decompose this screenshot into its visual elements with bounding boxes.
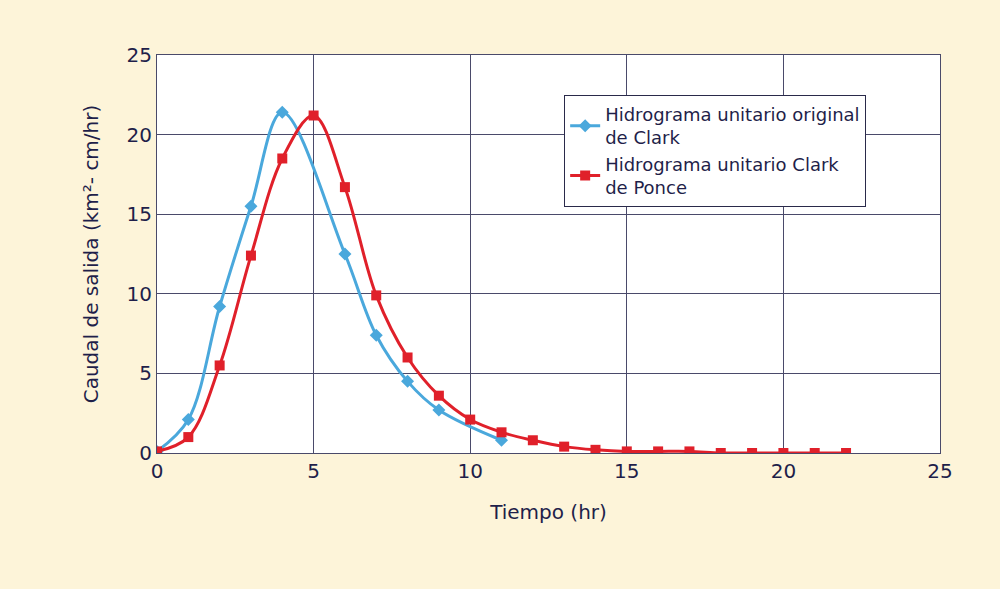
svg-text:Caudal de salida (km²- cm/hr): Caudal de salida (km²- cm/hr)	[79, 105, 103, 404]
svg-text:Hidrograma unitario Clarkde Po: Hidrograma unitario Clarkde Ponce	[605, 154, 839, 198]
svg-text:0: 0	[139, 441, 152, 465]
svg-text:5: 5	[139, 361, 152, 385]
svg-text:Tiempo (hr): Tiempo (hr)	[489, 500, 607, 524]
svg-text:15: 15	[614, 459, 639, 483]
svg-text:Hidrograma unitario originalde: Hidrograma unitario originalde Clark	[605, 104, 859, 148]
svg-text:15: 15	[127, 202, 152, 226]
svg-text:10: 10	[127, 282, 152, 306]
svg-text:10: 10	[457, 459, 482, 483]
svg-text:25: 25	[127, 43, 152, 67]
svg-text:0: 0	[151, 459, 164, 483]
svg-text:5: 5	[307, 459, 320, 483]
svg-text:20: 20	[771, 459, 796, 483]
svg-text:20: 20	[127, 123, 152, 147]
svg-text:25: 25	[927, 459, 952, 483]
